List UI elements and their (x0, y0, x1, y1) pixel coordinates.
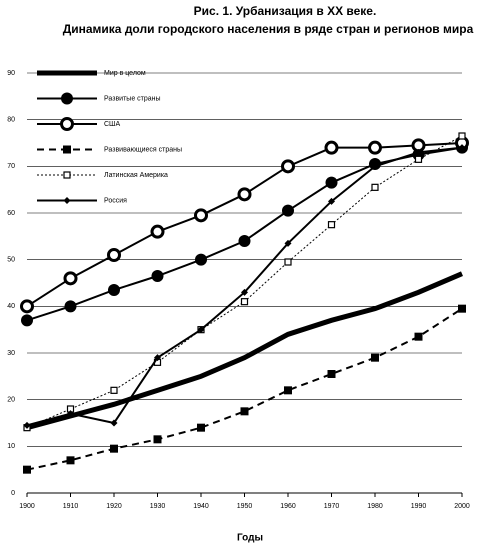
x-tick-label: 1920 (106, 503, 122, 510)
x-tick-label: 1990 (411, 503, 427, 510)
series-line (26, 135, 463, 429)
marker (63, 197, 71, 204)
marker (327, 221, 336, 229)
y-tick-label: 70 (7, 163, 15, 170)
marker (458, 144, 466, 152)
y-tick-label: 90 (7, 70, 15, 77)
series-line (26, 271, 463, 431)
x-tick-label: 1900 (19, 503, 35, 510)
marker (150, 224, 165, 239)
marker (151, 270, 164, 282)
marker (240, 407, 249, 416)
marker (66, 456, 75, 465)
marker (368, 140, 382, 155)
marker (61, 92, 73, 105)
y-tick-label: 40 (7, 303, 15, 310)
marker (458, 132, 466, 140)
marker (371, 183, 379, 191)
y-tick-label: 0 (11, 490, 15, 497)
marker (110, 444, 118, 453)
y-tick-label: 50 (7, 257, 15, 264)
x-tick-label: 1950 (237, 503, 253, 510)
chart-subtitle: Динамика доли городского населения в ряд… (63, 22, 474, 36)
chart-title: Рис. 1. Урбанизация в XX веке. (194, 4, 377, 18)
marker (64, 300, 77, 313)
x-tick-label: 1910 (63, 503, 79, 510)
marker (197, 326, 205, 334)
marker (238, 235, 251, 247)
marker (282, 204, 294, 217)
marker (414, 155, 423, 163)
y-tick-label: 10 (7, 443, 15, 450)
y-tick-label: 20 (7, 397, 15, 404)
marker (281, 159, 295, 174)
x-axis-label: Годы (237, 533, 263, 544)
x-tick-label: 1960 (280, 503, 296, 510)
marker (240, 298, 249, 306)
series-line (26, 307, 463, 471)
marker (60, 117, 74, 131)
legend-label: Развивающиеся страны (104, 146, 182, 153)
marker (63, 171, 71, 179)
x-tick-label: 1930 (150, 503, 166, 510)
marker (415, 148, 422, 156)
marker (371, 162, 379, 170)
marker (325, 176, 338, 189)
marker (107, 248, 121, 262)
legend-label: Мир в целом (104, 70, 146, 77)
marker (23, 421, 31, 429)
legend-label: США (104, 121, 120, 128)
y-tick-label: 60 (7, 210, 15, 217)
marker (328, 197, 335, 205)
marker (371, 353, 379, 362)
marker (154, 354, 161, 362)
legend-label: Латинская Америка (104, 172, 168, 179)
marker (110, 386, 118, 394)
legend-label: Россия (104, 197, 127, 204)
marker (324, 140, 339, 155)
marker (110, 419, 118, 427)
marker (20, 299, 34, 314)
marker (414, 332, 423, 341)
marker (21, 314, 33, 327)
marker (327, 370, 336, 378)
marker (63, 145, 71, 154)
series-line (26, 142, 463, 308)
marker (284, 258, 292, 266)
marker (67, 410, 74, 418)
x-tick-label: 1980 (367, 503, 383, 510)
x-tick-label: 1970 (324, 503, 340, 510)
marker (153, 435, 162, 444)
x-tick-label: 1940 (193, 503, 209, 510)
marker (23, 465, 31, 474)
marker (108, 284, 120, 296)
marker (63, 271, 78, 286)
legend-label: Развитые страны (104, 95, 161, 102)
marker (194, 208, 208, 223)
y-tick-label: 30 (7, 350, 15, 357)
marker (197, 423, 205, 432)
marker (284, 386, 292, 395)
marker (195, 253, 207, 266)
x-tick-label: 2000 (454, 503, 470, 510)
y-tick-label: 80 (7, 117, 15, 124)
marker (237, 187, 252, 202)
marker (458, 304, 466, 313)
marker (284, 239, 292, 247)
marker (241, 288, 248, 296)
